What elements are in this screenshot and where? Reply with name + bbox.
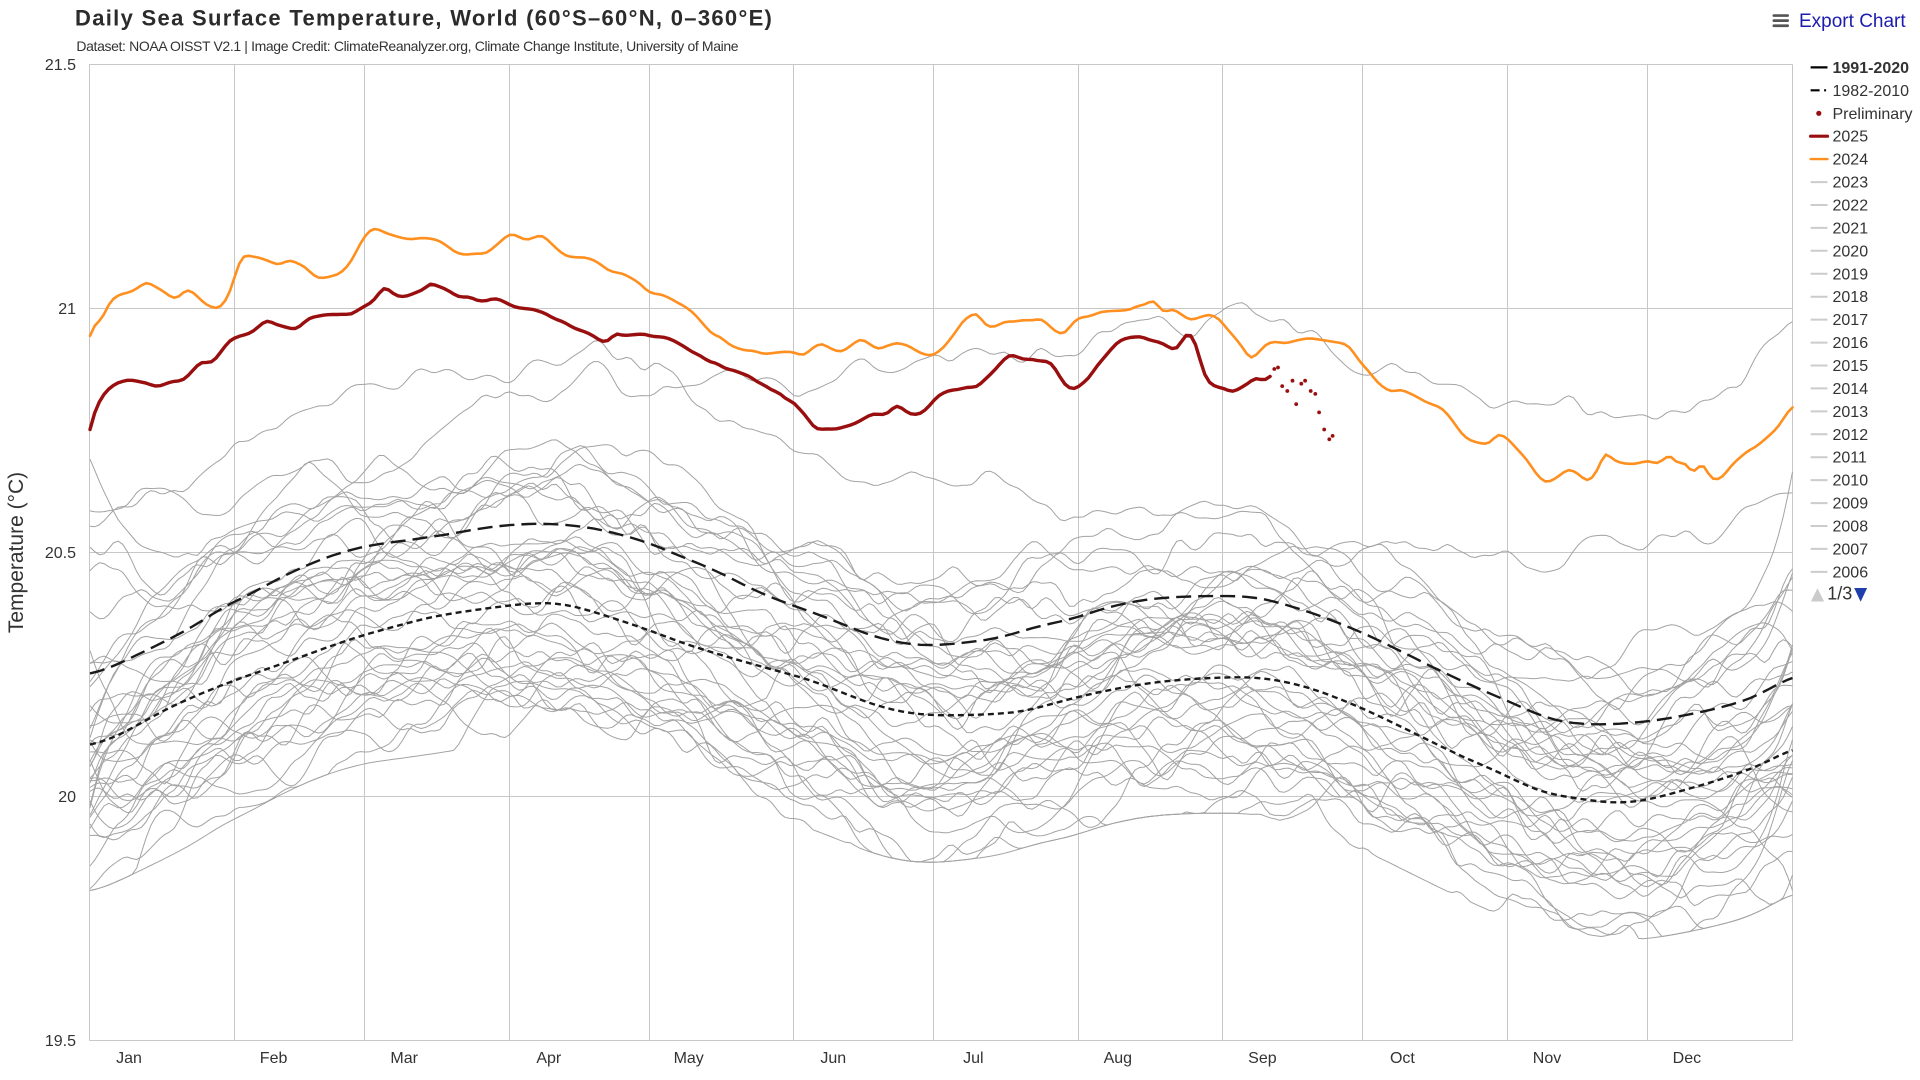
svg-text:Dataset: NOAA OISST V2.1 | Ima: Dataset: NOAA OISST V2.1 | Image Credit:… [76, 38, 738, 54]
svg-text:Dec: Dec [1673, 1050, 1701, 1067]
svg-text:2019: 2019 [1833, 266, 1869, 283]
svg-text:Feb: Feb [260, 1050, 288, 1067]
svg-text:2022: 2022 [1833, 198, 1869, 215]
svg-text:2007: 2007 [1833, 541, 1869, 558]
svg-text:1982-2010: 1982-2010 [1833, 83, 1910, 100]
svg-text:19.5: 19.5 [45, 1033, 76, 1050]
svg-text:Aug: Aug [1104, 1050, 1132, 1067]
svg-text:2006: 2006 [1833, 564, 1869, 581]
svg-text:Oct: Oct [1390, 1050, 1415, 1067]
svg-text:2020: 2020 [1833, 243, 1869, 260]
svg-text:Export Chart: Export Chart [1799, 11, 1906, 32]
svg-text:1/3: 1/3 [1827, 584, 1852, 604]
svg-text:Jul: Jul [963, 1050, 983, 1067]
svg-text:20.5: 20.5 [45, 545, 76, 562]
svg-text:Preliminary: Preliminary [1833, 106, 1913, 123]
svg-text:2015: 2015 [1833, 358, 1869, 375]
svg-text:May: May [674, 1050, 704, 1067]
svg-text:21: 21 [58, 301, 76, 318]
svg-text:Sep: Sep [1248, 1050, 1277, 1067]
svg-text:2010: 2010 [1833, 473, 1869, 490]
svg-text:2014: 2014 [1833, 381, 1869, 398]
svg-text:2009: 2009 [1833, 496, 1869, 513]
svg-text:Daily Sea Surface Temperature,: Daily Sea Surface Temperature, World (60… [75, 5, 773, 30]
svg-text:2021: 2021 [1833, 220, 1869, 237]
svg-text:Temperature (°C): Temperature (°C) [5, 472, 28, 633]
svg-text:20: 20 [58, 789, 76, 806]
svg-text:Mar: Mar [390, 1050, 418, 1067]
svg-text:Jun: Jun [820, 1050, 846, 1067]
svg-text:Apr: Apr [536, 1050, 562, 1067]
svg-text:2013: 2013 [1833, 404, 1869, 421]
svg-text:2017: 2017 [1833, 312, 1869, 329]
svg-text:21.5: 21.5 [45, 57, 76, 74]
svg-text:2024: 2024 [1833, 152, 1869, 169]
svg-text:2025: 2025 [1833, 129, 1869, 146]
svg-text:2016: 2016 [1833, 335, 1869, 352]
svg-text:1991-2020: 1991-2020 [1833, 60, 1910, 77]
svg-text:2023: 2023 [1833, 175, 1869, 192]
svg-text:Nov: Nov [1533, 1050, 1561, 1067]
svg-text:2018: 2018 [1833, 289, 1869, 306]
svg-text:2008: 2008 [1833, 519, 1869, 536]
svg-text:2012: 2012 [1833, 427, 1869, 444]
svg-text:Jan: Jan [116, 1050, 142, 1067]
svg-text:2011: 2011 [1833, 450, 1868, 467]
